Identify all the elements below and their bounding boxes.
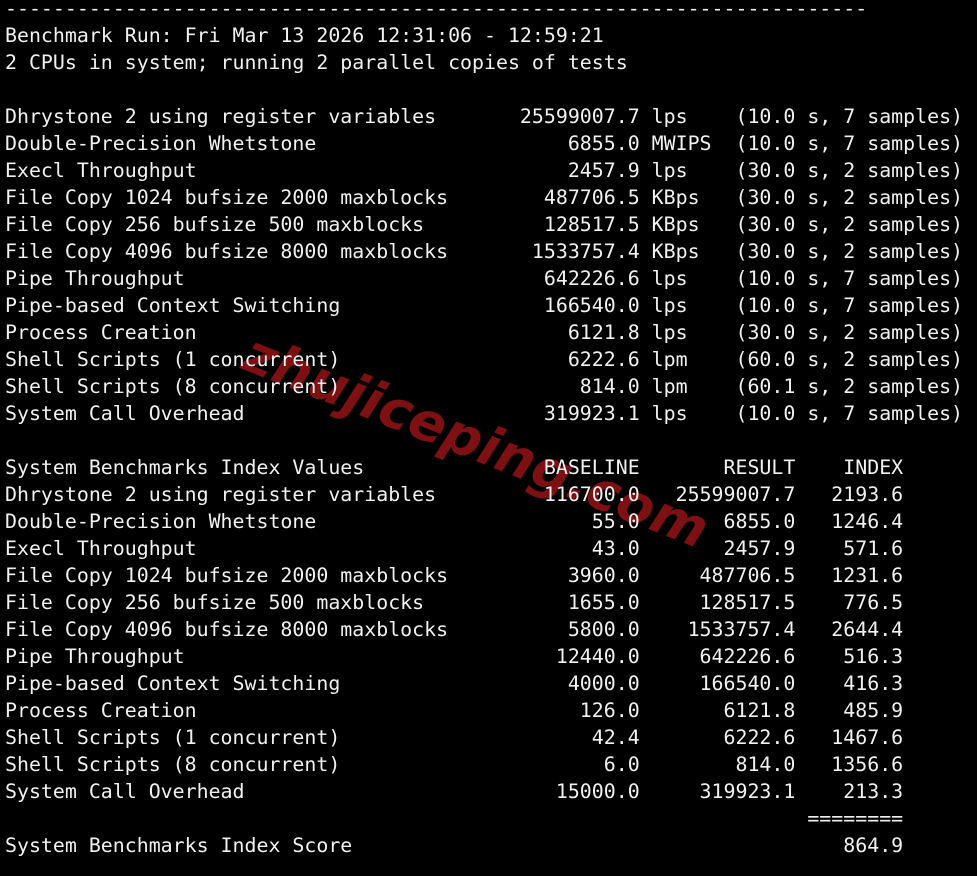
result-row: Execl Throughput 2457.9 lps (30.0 s, 2 s… <box>5 159 964 182</box>
result-row: File Copy 1024 bufsize 2000 maxblocks 48… <box>5 186 964 209</box>
index-header-row: System Benchmarks Index Values BASELINE … <box>5 456 904 479</box>
index-row: Execl Throughput 43.0 2457.9 571.6 <box>5 537 904 560</box>
index-row: Shell Scripts (1 concurrent) 42.4 6222.6… <box>5 726 904 749</box>
result-row: Pipe-based Context Switching 166540.0 lp… <box>5 294 964 317</box>
results-section: Dhrystone 2 using register variables 255… <box>5 103 977 427</box>
result-row: Shell Scripts (1 concurrent) 6222.6 lpm … <box>5 348 964 371</box>
blank-line <box>5 76 977 103</box>
score-separator: ======== <box>5 807 904 830</box>
cpu-info-line: 2 CPUs in system; running 2 parallel cop… <box>5 51 628 74</box>
index-row: Process Creation 126.0 6121.8 485.9 <box>5 699 904 722</box>
index-row: Pipe Throughput 12440.0 642226.6 516.3 <box>5 645 904 668</box>
index-row: System Call Overhead 15000.0 319923.1 21… <box>5 780 904 803</box>
result-row: Process Creation 6121.8 lps (30.0 s, 2 s… <box>5 321 964 344</box>
index-row: File Copy 1024 bufsize 2000 maxblocks 39… <box>5 564 904 587</box>
benchmark-run-line: Benchmark Run: Fri Mar 13 2026 12:31:06 … <box>5 24 604 47</box>
index-row: Pipe-based Context Switching 4000.0 1665… <box>5 672 904 695</box>
result-row: File Copy 4096 bufsize 8000 maxblocks 15… <box>5 240 964 263</box>
result-row: Double-Precision Whetstone 6855.0 MWIPS … <box>5 132 964 155</box>
result-row: Shell Scripts (8 concurrent) 814.0 lpm (… <box>5 375 964 398</box>
result-row: Dhrystone 2 using register variables 255… <box>5 105 964 128</box>
blank-line <box>5 427 977 454</box>
result-row: File Copy 256 bufsize 500 maxblocks 1285… <box>5 213 964 236</box>
index-row: Dhrystone 2 using register variables 116… <box>5 483 904 506</box>
index-row: Shell Scripts (8 concurrent) 6.0 814.0 1… <box>5 753 904 776</box>
index-row: File Copy 4096 bufsize 8000 maxblocks 58… <box>5 618 904 641</box>
index-section: System Benchmarks Index Values BASELINE … <box>5 454 977 805</box>
score-line: System Benchmarks Index Score 864.9 <box>5 834 904 857</box>
result-row: System Call Overhead 319923.1 lps (10.0 … <box>5 402 964 425</box>
index-row: File Copy 256 bufsize 500 maxblocks 1655… <box>5 591 904 614</box>
separator-line: ----------------------------------------… <box>5 0 868 20</box>
index-row: Double-Precision Whetstone 55.0 6855.0 1… <box>5 510 904 533</box>
result-row: Pipe Throughput 642226.6 lps (10.0 s, 7 … <box>5 267 964 290</box>
